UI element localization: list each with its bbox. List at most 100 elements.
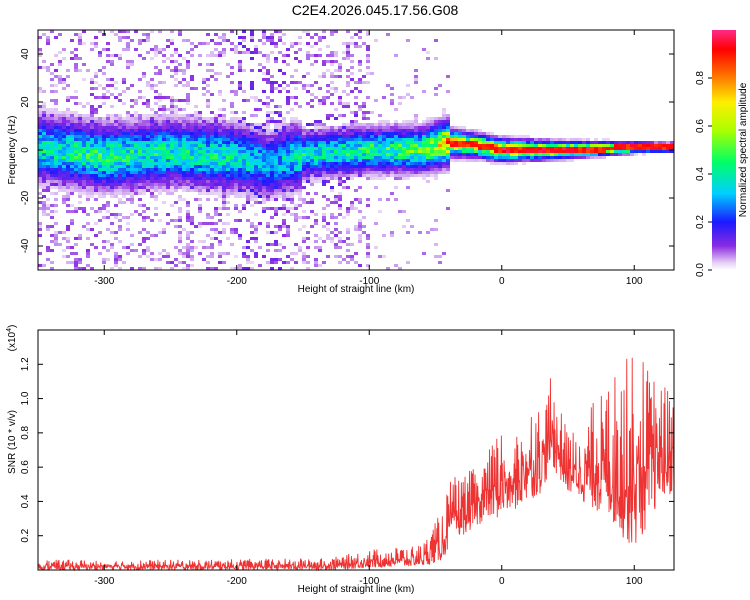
spectrogram-cell [490, 138, 494, 141]
spectrogram-cell [278, 150, 282, 153]
spectrogram-cell [210, 63, 214, 66]
spectrogram-cell [402, 129, 406, 132]
spectrogram-cell [498, 144, 502, 147]
spectrogram-cell [190, 258, 194, 261]
spectrogram-cell [350, 72, 354, 75]
spectrogram-cell [606, 150, 610, 153]
spectrogram-cell [294, 252, 298, 255]
spectrogram-cell [322, 156, 326, 159]
spectrogram-cell [286, 192, 290, 195]
spectrogram-cell [154, 102, 158, 105]
spectrogram-cell [482, 138, 486, 141]
spectrogram-cell [202, 153, 206, 156]
spectrogram-cell [426, 171, 430, 174]
spectrogram-cell [198, 252, 202, 255]
spectrogram-cell [326, 222, 330, 225]
spectrogram-cell [78, 261, 82, 264]
spectrogram-cell [46, 141, 50, 144]
spectrogram-cell [258, 153, 262, 156]
spectrogram-cell [54, 177, 58, 180]
spectrogram-cell [166, 192, 170, 195]
spectrogram-cell [450, 129, 454, 132]
spectrogram-cell [350, 147, 354, 150]
spectrogram-cell [390, 93, 394, 96]
spectrogram-cell [266, 132, 270, 135]
spectrogram-cell [234, 219, 238, 222]
spectrogram-cell [454, 150, 458, 153]
spectrogram-cell [198, 135, 202, 138]
spectrogram-cell [286, 147, 290, 150]
spectrogram-cell [118, 123, 122, 126]
spectrogram-cell [278, 195, 282, 198]
spectrogram-cell [426, 57, 430, 60]
spectrogram-cell [166, 147, 170, 150]
spectrogram-cell [206, 132, 210, 135]
spectrogram-cell [266, 123, 270, 126]
spectrogram-cell [386, 33, 390, 36]
spectrogram-cell [266, 153, 270, 156]
spectrogram-cell [386, 267, 390, 270]
spectrogram-cell [338, 141, 342, 144]
spectrogram-cell [378, 255, 382, 258]
spectrogram-cell [46, 177, 50, 180]
spectrogram-cell [166, 255, 170, 258]
spectrogram-cell [154, 150, 158, 153]
spectrogram-cell [138, 144, 142, 147]
spectrogram-cell [390, 87, 394, 90]
spectrogram-cell [154, 258, 158, 261]
spectrogram-cell [186, 252, 190, 255]
spectrogram-cell [182, 177, 186, 180]
spectrogram-cell [270, 36, 274, 39]
spectrogram-cell [98, 129, 102, 132]
spectrogram-cell [90, 183, 94, 186]
spectrogram-cell [206, 174, 210, 177]
spectrogram-cell [266, 207, 270, 210]
spectrogram-cell [38, 234, 42, 237]
spectrogram-cell [342, 90, 346, 93]
spectrogram-cell [338, 135, 342, 138]
spectrogram-cell [422, 147, 426, 150]
spectrogram-cell [346, 81, 350, 84]
spectrogram-cell [42, 102, 46, 105]
spectrogram-cell [346, 141, 350, 144]
spectrogram-cell [258, 192, 262, 195]
spectrogram-cell [426, 141, 430, 144]
spectrogram-cell [546, 150, 550, 153]
spectrogram-cell [242, 36, 246, 39]
spectrogram-cell [222, 135, 226, 138]
spectrogram-cell [362, 111, 366, 114]
spectrogram-cell [494, 147, 498, 150]
spectrogram-cell [162, 168, 166, 171]
spectrogram-cell [154, 180, 158, 183]
spectrogram-cell [90, 144, 94, 147]
spectrogram-cell [186, 81, 190, 84]
spectrogram-cell [106, 228, 110, 231]
spectrogram-cell [182, 72, 186, 75]
spectrogram-cell [282, 207, 286, 210]
spectrogram-cell [42, 126, 46, 129]
spectrogram-cell [186, 246, 190, 249]
spectrogram-cell [566, 138, 570, 141]
spectrogram-cell [442, 156, 446, 159]
spectrogram-cell [274, 165, 278, 168]
spectrogram-cell [338, 246, 342, 249]
spectrogram-cell [154, 153, 158, 156]
spectrogram-cell [262, 30, 266, 33]
spectrogram-cell [194, 147, 198, 150]
spectrogram-cell [554, 138, 558, 141]
spectrogram-cell [306, 129, 310, 132]
spectrogram-cell [190, 120, 194, 123]
spectrogram-cell [162, 135, 166, 138]
spectrogram-cell [162, 201, 166, 204]
spectrogram-cell [454, 159, 458, 162]
spectrogram-cell [558, 156, 562, 159]
spectrogram-cell [298, 177, 302, 180]
spectrogram-cell [266, 222, 270, 225]
spectrogram-cell [346, 243, 350, 246]
spectrogram-cell [386, 126, 390, 129]
spectrogram-cell [438, 84, 442, 87]
spectrogram-cell [86, 177, 90, 180]
spectrogram-cell [294, 123, 298, 126]
spectrogram-cell [390, 231, 394, 234]
spectrogram-cell [122, 201, 126, 204]
